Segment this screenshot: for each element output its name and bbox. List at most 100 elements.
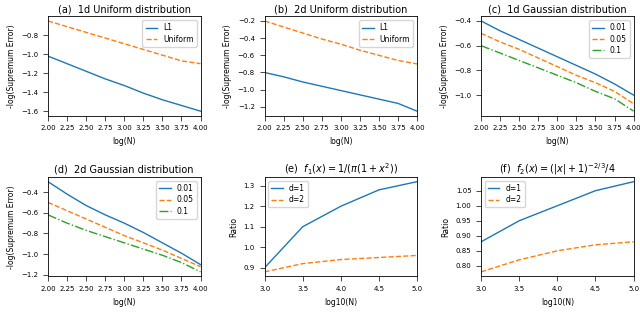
0.1 [630,109,637,113]
L1 [120,84,128,88]
0.05 [196,265,204,269]
L1 [280,75,287,79]
Line: d=1: d=1 [481,182,634,242]
d=2 [591,243,599,247]
0.1 [159,253,166,257]
d=1 [260,266,268,270]
L1 [337,89,344,92]
Uniform [44,19,52,23]
d=1 [554,204,561,208]
Uniform [177,59,185,63]
0.1 [573,81,580,85]
Y-axis label: -log(Supremum Error): -log(Supremum Error) [223,24,232,108]
Y-axis label: Ratio: Ratio [229,217,238,237]
Legend: d=1, d=2: d=1, d=2 [485,181,525,207]
0.05 [534,56,542,60]
L1 [356,93,364,97]
0.05 [573,73,580,77]
Uniform [196,62,204,66]
0.05 [554,65,561,69]
Line: 0.01: 0.01 [48,182,200,265]
0.01 [630,93,637,97]
Legend: 0.01, 0.05, 0.1: 0.01, 0.05, 0.1 [589,20,630,58]
X-axis label: log(N): log(N) [113,298,136,307]
L1 [159,98,166,102]
X-axis label: log10(N): log10(N) [541,298,574,307]
d=2 [630,240,637,244]
Line: L1: L1 [48,56,200,111]
Uniform [356,48,364,52]
0.01 [534,46,542,50]
0.05 [140,241,147,245]
Uniform [260,19,268,23]
Line: L1: L1 [264,72,417,111]
Line: Uniform: Uniform [48,21,200,64]
0.1 [591,89,599,93]
Legend: L1, Uniform: L1, Uniform [359,20,413,47]
Title: (b)  2d Uniform distribution: (b) 2d Uniform distribution [274,4,408,14]
Title: (e)  $f_1(x) = 1/(\pi(1+x^2))$: (e) $f_1(x) = 1/(\pi(1+x^2))$ [284,162,398,177]
0.05 [177,256,185,260]
Line: Uniform: Uniform [264,21,417,64]
L1 [196,109,204,113]
L1 [177,104,185,108]
L1 [101,77,109,81]
L1 [394,101,402,105]
0.01 [101,213,109,217]
d=2 [375,256,383,260]
Line: d=1: d=1 [264,182,417,268]
Line: d=2: d=2 [481,242,634,272]
d=1 [413,180,421,184]
L1 [375,97,383,101]
Uniform [318,37,326,41]
0.05 [101,225,109,229]
0.1 [515,59,523,63]
0.01 [554,55,561,59]
Uniform [413,62,421,66]
0.01 [573,63,580,67]
L1 [413,109,421,113]
Legend: d=1, d=2: d=1, d=2 [268,181,308,207]
d=1 [375,188,383,192]
0.01 [196,263,204,266]
0.01 [140,231,147,235]
Uniform [337,42,344,46]
X-axis label: log(N): log(N) [113,137,136,146]
0.01 [497,29,504,33]
Legend: 0.01, 0.05, 0.1: 0.01, 0.05, 0.1 [156,181,196,219]
0.1 [477,44,485,48]
Y-axis label: -log(Supremum Error): -log(Supremum Error) [6,185,15,268]
0.05 [63,209,71,213]
Title: (c)  1d Gaussian distribution: (c) 1d Gaussian distribution [488,4,627,14]
Uniform [101,36,109,40]
L1 [299,80,307,84]
0.01 [515,38,523,41]
Y-axis label: -log(Supremum Error): -log(Supremum Error) [440,24,449,108]
L1 [44,54,52,58]
Uniform [83,30,90,34]
0.1 [554,73,561,77]
Uniform [280,25,287,29]
0.05 [159,248,166,252]
d=2 [515,258,523,262]
0.05 [83,217,90,221]
d=2 [299,262,307,266]
0.05 [611,89,618,93]
0.1 [101,235,109,239]
0.1 [534,66,542,70]
d=2 [337,258,344,262]
Uniform [120,42,128,46]
0.01 [177,251,185,255]
d=2 [477,270,485,274]
d=2 [260,270,268,274]
Line: 0.05: 0.05 [48,202,200,267]
Title: (f)  $f_2(x) = (|x|+1)^{-2/3}/4$: (f) $f_2(x) = (|x|+1)^{-2/3}/4$ [499,161,616,177]
d=1 [515,219,523,223]
0.01 [591,72,599,76]
0.01 [44,180,52,184]
Uniform [63,25,71,29]
L1 [140,91,147,95]
d=2 [554,249,561,253]
Line: d=2: d=2 [264,255,417,272]
Line: 0.1: 0.1 [481,46,634,111]
